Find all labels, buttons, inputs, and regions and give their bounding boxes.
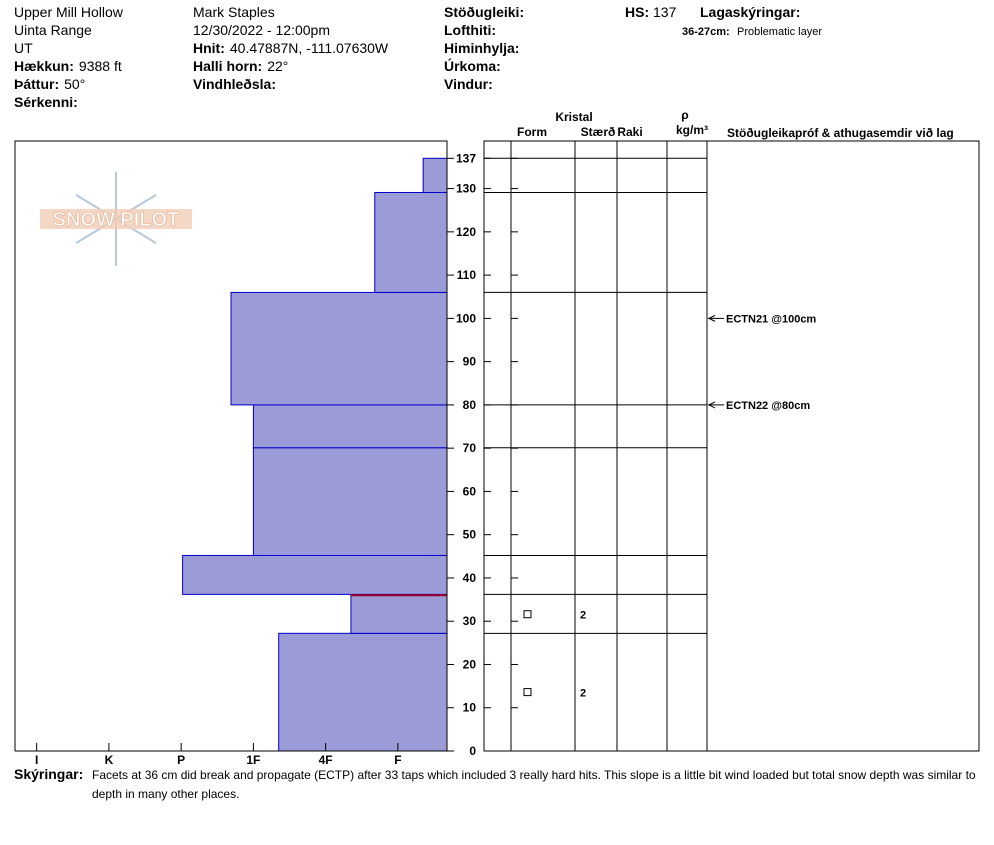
y-tick-label: 100 xyxy=(456,311,476,325)
column-header: Stærð xyxy=(581,125,616,139)
hs-label: HS: xyxy=(625,4,649,20)
column-header: Raki xyxy=(617,125,642,139)
arrow-head xyxy=(707,314,716,322)
logo xyxy=(40,172,192,266)
crystal-form xyxy=(523,688,532,697)
x-tick-label: 1F xyxy=(246,753,260,767)
arrow-head xyxy=(707,401,716,409)
test-label: ECTN21 @100cm xyxy=(726,313,816,325)
problem-text: Problematic layer xyxy=(737,26,822,38)
frame xyxy=(14,140,448,752)
y-tick-label: 60 xyxy=(463,484,477,498)
crystal-header: Kristal xyxy=(555,110,592,124)
y-tick-label: 10 xyxy=(463,701,477,715)
column-header: Form xyxy=(517,125,547,139)
header-label: Stöðugleiki: xyxy=(444,4,524,20)
y-tick-label: 70 xyxy=(463,441,477,455)
footer-label: Skýringar: xyxy=(14,766,83,782)
header-text: Upper Mill Hollow xyxy=(14,4,124,20)
test-label: ECTN22 @80cm xyxy=(726,400,810,412)
density-symbol: ρ xyxy=(681,108,688,122)
datetime: 12/30/2022 - 12:00pm xyxy=(193,22,330,38)
header-value: 22° xyxy=(267,58,288,74)
logo-text: SNOW PILOT xyxy=(53,209,180,231)
hardness-bar xyxy=(278,632,448,752)
crystal-form xyxy=(523,610,532,619)
grid-frame xyxy=(483,140,980,752)
header-label: Hækkun: xyxy=(14,58,74,74)
x-tick-label: 4F xyxy=(319,753,333,767)
hardness-bar xyxy=(422,157,448,193)
y-tick-label: 20 xyxy=(463,657,477,671)
header-label: Lofthiti: xyxy=(444,22,496,38)
y-tick-label: 0 xyxy=(469,744,476,758)
y-tick-label: 30 xyxy=(463,614,477,628)
y-tick-label: 90 xyxy=(463,355,477,369)
header-label: Himinhylja: xyxy=(444,40,519,56)
footer-text: depth in many other places. xyxy=(92,787,239,801)
header-label: Úrkoma: xyxy=(444,57,501,74)
y-tick-label: 80 xyxy=(463,398,477,412)
hardness-bar xyxy=(252,447,448,556)
problem-label: 36-27cm: xyxy=(682,26,730,38)
crystal-size: 2 xyxy=(580,688,586,700)
x-tick-label: F xyxy=(394,753,401,767)
header-value: 9388 ft xyxy=(79,58,122,74)
x-tick-label: K xyxy=(105,753,114,767)
header-label: Vindhleðsla: xyxy=(193,76,276,92)
header-text: UT xyxy=(14,40,33,56)
y-tick-label: 130 xyxy=(456,182,476,196)
header-label: Halli horn: xyxy=(193,58,262,74)
y-tick-label: 110 xyxy=(457,268,477,282)
header-label: Hnit: xyxy=(193,40,225,56)
y-tick-label: 50 xyxy=(463,528,477,542)
header-value: 50° xyxy=(64,76,85,92)
header-text: Uinta Range xyxy=(14,22,92,38)
tests-header: Stöðugleikapróf & athugasemdir við lag xyxy=(727,126,954,140)
x-tick-label: P xyxy=(177,753,185,767)
header-label: Þáttur: xyxy=(14,76,59,92)
hardness-bar xyxy=(350,593,448,634)
hardness-bar xyxy=(252,404,448,449)
x-tick-label: I xyxy=(35,753,38,767)
density-unit: kg/m³ xyxy=(676,123,708,137)
y-tick-label: 137 xyxy=(456,151,476,165)
crystal-size: 2 xyxy=(580,610,586,622)
header-label: Sérkenni: xyxy=(14,94,78,110)
hardness-bar xyxy=(230,291,448,406)
observer: Mark Staples xyxy=(193,4,275,20)
hardness-bar xyxy=(374,191,448,293)
hardness-bar xyxy=(182,554,448,595)
hs-value: 137 xyxy=(653,4,677,20)
header-value: 40.47887N, -111.07630W xyxy=(230,40,389,56)
y-tick-label: 40 xyxy=(463,571,477,585)
header-label: Vindur: xyxy=(444,76,493,92)
footer-text: Facets at 36 cm did break and propagate … xyxy=(92,768,976,782)
legend-title: Lagaskýringar: xyxy=(700,4,800,20)
y-tick-label: 120 xyxy=(456,225,476,239)
